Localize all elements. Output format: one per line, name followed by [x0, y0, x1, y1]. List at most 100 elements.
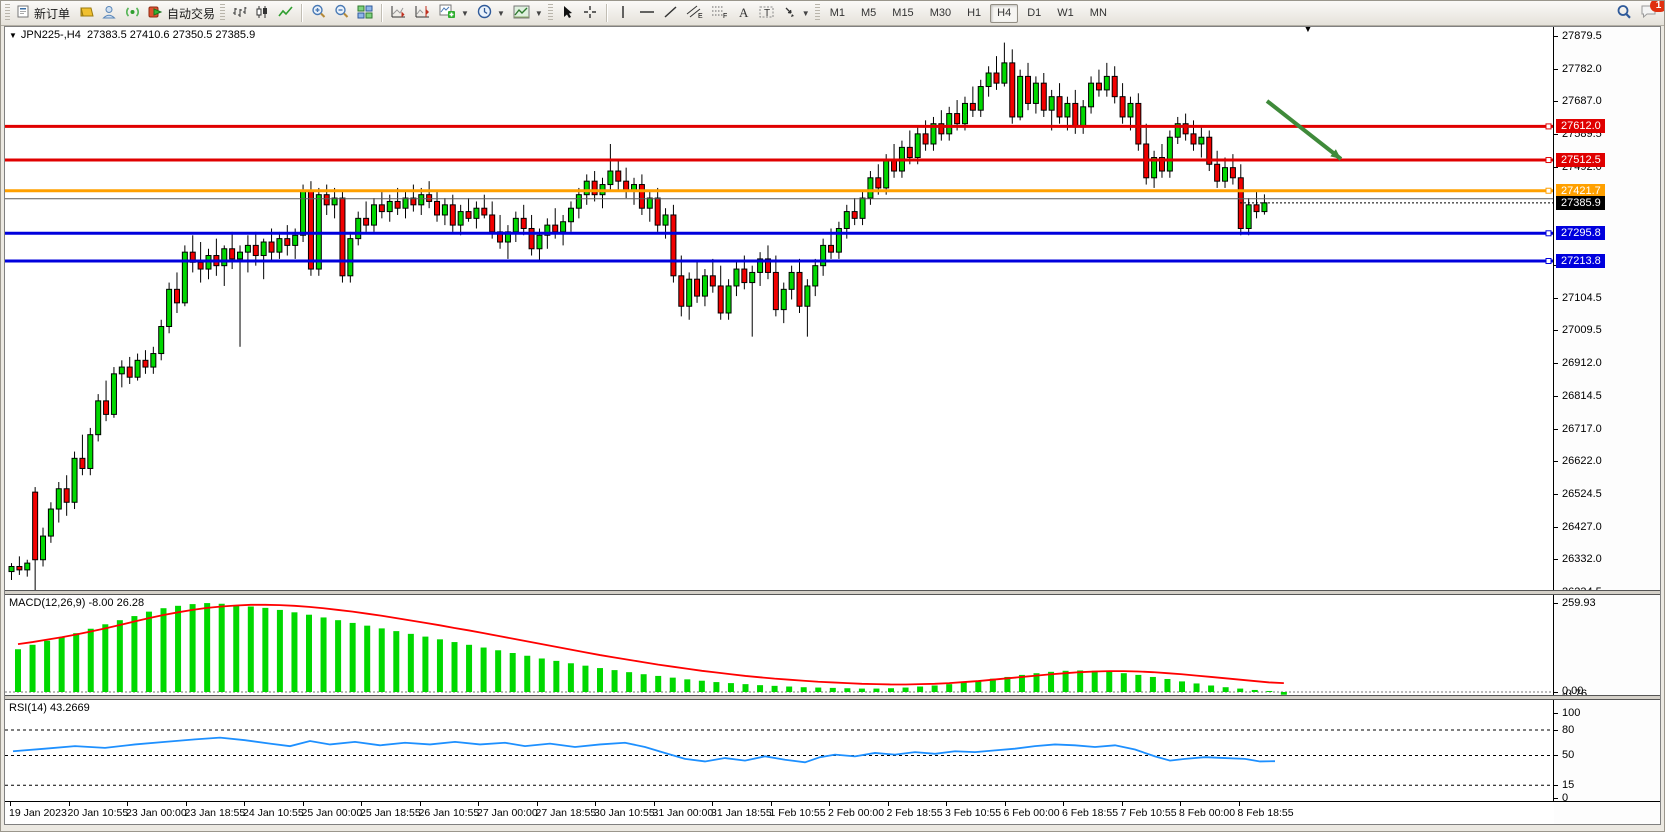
- candlestick-chart-button[interactable]: [251, 3, 274, 24]
- price-level-badge[interactable]: 27213.8: [1556, 254, 1605, 268]
- line-anchor-handle[interactable]: [1545, 230, 1552, 237]
- toolbar-separator: [301, 4, 304, 22]
- candle-body: [1025, 75, 1032, 104]
- chart-ohlc-values: 27383.5 27410.6 27350.5 27385.9: [86, 29, 256, 41]
- timeframe-h1-button[interactable]: H1: [960, 4, 988, 23]
- line-anchor-handle[interactable]: [1545, 187, 1552, 194]
- timeframe-m5-button[interactable]: M5: [854, 4, 883, 23]
- time-axis[interactable]: 19 Jan 2023 20 Jan 10:55 23 Jan 00:00 23 Ja…: [5, 802, 1554, 824]
- cursor-tool-button[interactable]: [556, 3, 579, 24]
- candle-body: [8, 565, 15, 573]
- trendline-tool-button[interactable]: [659, 3, 682, 24]
- macd-histogram-bar: [1193, 683, 1200, 692]
- search-button[interactable]: [1612, 3, 1636, 24]
- timeframe-mn-button[interactable]: MN: [1083, 4, 1114, 23]
- signals-button[interactable]: [121, 3, 144, 24]
- time-label: 30 Jan 10:55: [594, 807, 655, 820]
- macd-histogram-bar: [626, 671, 633, 692]
- bar-chart-button[interactable]: [228, 3, 251, 24]
- line-anchor-handle[interactable]: [1545, 157, 1552, 164]
- pane-splitter[interactable]: [5, 589, 1660, 595]
- auto-scroll-button[interactable]: [387, 3, 411, 24]
- candle-body: [142, 359, 149, 368]
- candle-body: [481, 207, 488, 216]
- contacts-button[interactable]: [98, 3, 121, 24]
- toolbar-grip[interactable]: [5, 4, 10, 22]
- timeframe-m30-button[interactable]: M30: [923, 4, 958, 23]
- timeframe-h4-button[interactable]: H4: [990, 3, 1019, 23]
- candle-body: [1261, 202, 1268, 213]
- new-order-button[interactable]: 新订单: [13, 3, 74, 24]
- macd-pane[interactable]: MACD(12,26,9) -8.00 26.28: [5, 594, 1554, 695]
- tile-windows-button[interactable]: [353, 3, 377, 24]
- notification-badge[interactable]: 1: [1650, 1, 1664, 12]
- time-tick-mark: [536, 802, 538, 807]
- text-label-tool-button[interactable]: T: [755, 3, 779, 24]
- pane-splitter[interactable]: [5, 694, 1660, 700]
- price-level-badge[interactable]: 27421.7: [1556, 183, 1605, 198]
- price-tick-mark: [1554, 101, 1558, 103]
- new-chart-dropdown[interactable]: ▼: [435, 3, 473, 24]
- arrows-tool-dropdown[interactable]: ▼: [779, 3, 814, 24]
- price-tick-mark: [1554, 297, 1558, 299]
- timeframe-d1-button[interactable]: D1: [1020, 4, 1048, 23]
- rsi-pane[interactable]: RSI(14) 43.2669: [5, 699, 1554, 802]
- price-axis[interactable]: 27879.527782.027687.027589.527492.027202…: [1554, 27, 1660, 590]
- time-tick-mark: [127, 802, 128, 807]
- price-level-badge[interactable]: 27295.8: [1556, 226, 1605, 241]
- search-icon: [1616, 4, 1632, 23]
- symbol-dropdown-icon[interactable]: ▼: [9, 31, 17, 40]
- candle-body: [1088, 82, 1095, 108]
- zoom-in-button[interactable]: [307, 3, 330, 24]
- candle-body: [244, 244, 251, 253]
- price-level-badge[interactable]: 27612.0: [1556, 119, 1605, 134]
- macd-zero-label: 0.00: [1562, 684, 1584, 695]
- vertical-line-tool-button[interactable]: [612, 3, 635, 24]
- arrows-icon: [783, 5, 797, 22]
- candle-body: [1166, 136, 1173, 172]
- macd-histogram-bar: [44, 640, 51, 692]
- zoom-out-button[interactable]: [330, 3, 353, 24]
- timeframe-w1-button[interactable]: W1: [1050, 4, 1081, 23]
- macd-min-label: -0.76: [1562, 687, 1588, 695]
- scroll-to-end-marker[interactable]: ▼: [1303, 27, 1313, 35]
- candle-body: [1135, 102, 1142, 145]
- candle-body: [79, 457, 86, 469]
- svg-text:F: F: [723, 13, 727, 19]
- macd-histogram-bar: [786, 686, 793, 692]
- timeframe-m1-button[interactable]: M1: [823, 4, 852, 23]
- candle-body: [812, 265, 819, 287]
- auto-trading-button[interactable]: 自动交易: [144, 3, 219, 24]
- market-depth-button[interactable]: [74, 3, 98, 24]
- macd-histogram-bar: [800, 686, 807, 692]
- crosshair-tool-button[interactable]: [579, 3, 602, 24]
- timeframe-m15-button[interactable]: M15: [885, 4, 920, 23]
- periods-dropdown[interactable]: ▼: [473, 3, 509, 24]
- toolbar-grip[interactable]: [547, 4, 553, 22]
- time-label: 8 Feb 00:00: [1179, 807, 1236, 820]
- line-anchor-handle[interactable]: [1545, 258, 1552, 265]
- templates-dropdown[interactable]: ▼: [509, 3, 547, 24]
- toolbar-grip[interactable]: [220, 4, 226, 22]
- equidistant-channel-tool-button[interactable]: E: [682, 3, 707, 24]
- macd-histogram-bar: [1222, 686, 1229, 692]
- fibonacci-tool-button[interactable]: F: [707, 3, 732, 24]
- toolbar-grip[interactable]: [814, 4, 820, 22]
- candle-body: [47, 508, 54, 537]
- horizontal-line-tool-button[interactable]: [635, 3, 659, 24]
- macd-histogram-bar: [349, 622, 356, 692]
- chart-shift-button[interactable]: [411, 3, 435, 24]
- macd-histogram-bar: [553, 660, 560, 692]
- line-chart-button[interactable]: [274, 3, 297, 24]
- candle-body: [126, 366, 133, 378]
- macd-histogram-bar: [218, 603, 225, 692]
- text-tool-button[interactable]: A: [732, 3, 755, 24]
- arrow-annotation[interactable]: [1265, 99, 1343, 161]
- time-label: 25 Jan 18:55: [360, 807, 421, 820]
- line-anchor-handle[interactable]: [1545, 123, 1552, 130]
- candle-body: [331, 197, 338, 206]
- price-level-badge[interactable]: 27512.5: [1556, 153, 1605, 168]
- candle-body: [764, 258, 771, 273]
- main-chart-pane[interactable]: ▼ JPN225-,H4 27383.5 27410.6 27350.5 2738…: [5, 27, 1554, 590]
- candle-body: [457, 211, 464, 226]
